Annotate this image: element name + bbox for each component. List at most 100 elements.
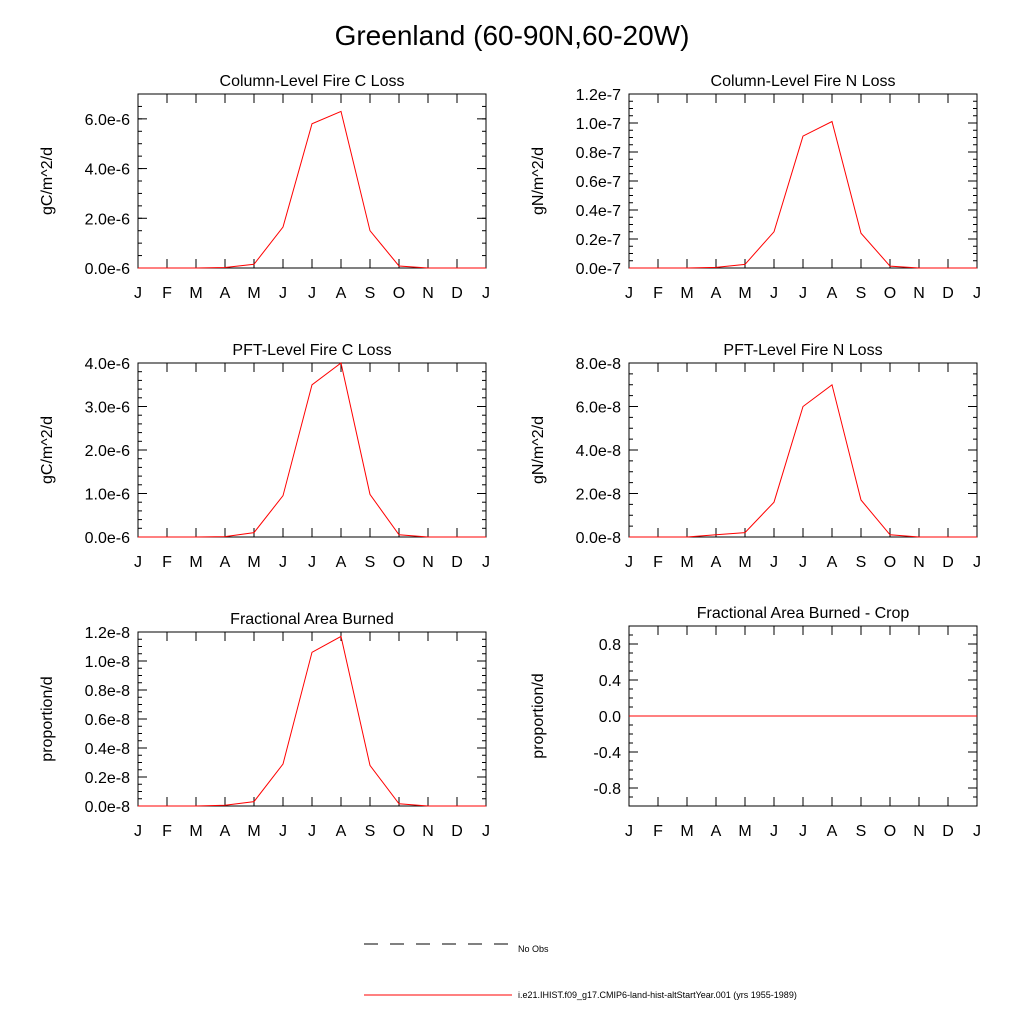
- x-tick-label: A: [220, 823, 231, 840]
- x-tick-label: A: [711, 285, 722, 302]
- x-tick-label: O: [393, 554, 405, 571]
- y-tick-label: 4.0e-8: [576, 443, 621, 460]
- y-axis-label: gN/m^2/d: [530, 147, 547, 215]
- figure-title: Greenland (60-90N,60-20W): [334, 20, 690, 51]
- x-tick-label: N: [422, 285, 434, 302]
- y-tick-label: 1.2e-7: [576, 87, 621, 104]
- x-tick-label: J: [973, 823, 981, 840]
- x-tick-label: M: [680, 823, 693, 840]
- plot-frame: [137, 631, 487, 807]
- y-tick-label: 1.0e-7: [576, 116, 621, 133]
- x-tick-label: J: [770, 285, 778, 302]
- x-tick-label: M: [189, 823, 202, 840]
- x-tick-label: N: [422, 554, 434, 571]
- x-tick-label: J: [770, 823, 778, 840]
- y-tick-label: 0.0e-6: [85, 530, 130, 547]
- y-axis-label: gC/m^2/d: [39, 416, 56, 484]
- x-tick-label: D: [942, 554, 954, 571]
- y-tick-label: 0.4: [599, 673, 621, 690]
- y-tick-label: 1.2e-8: [85, 625, 130, 642]
- x-tick-label: J: [279, 285, 287, 302]
- y-axis-label: gC/m^2/d: [39, 147, 56, 215]
- panel-title: PFT-Level Fire N Loss: [723, 342, 882, 359]
- x-tick-label: S: [856, 554, 867, 571]
- y-tick-label: 2.0e-6: [85, 443, 130, 460]
- y-axis-label: proportion/d: [530, 673, 547, 758]
- panel-title: Fractional Area Burned - Crop: [697, 605, 910, 622]
- x-tick-label: J: [973, 554, 981, 571]
- x-tick-label: J: [625, 823, 633, 840]
- x-tick-label: S: [365, 823, 376, 840]
- series-line: [138, 635, 486, 807]
- series-line: [138, 110, 486, 269]
- y-tick-label: 0.4e-8: [85, 741, 130, 758]
- y-tick-label: 8.0e-8: [576, 356, 621, 373]
- x-tick-label: J: [308, 285, 316, 302]
- x-tick-label: M: [680, 554, 693, 571]
- y-tick-label: 0.6e-8: [85, 712, 130, 729]
- x-tick-label: A: [827, 554, 838, 571]
- panel-title: Fractional Area Burned: [230, 611, 394, 628]
- x-tick-label: F: [653, 823, 663, 840]
- y-tick-label: 6.0e-8: [576, 400, 621, 417]
- y-tick-label: 0.4e-7: [576, 203, 621, 220]
- x-tick-label: S: [856, 285, 867, 302]
- plot-frame: [628, 93, 978, 269]
- x-tick-label: M: [738, 554, 751, 571]
- x-tick-label: D: [942, 285, 954, 302]
- series-line: [138, 362, 486, 538]
- x-tick-label: O: [884, 554, 896, 571]
- y-tick-label: 2.0e-8: [576, 487, 621, 504]
- y-tick-label: 6.0e-6: [85, 112, 130, 129]
- panel-title: PFT-Level Fire C Loss: [232, 342, 391, 359]
- series-line: [629, 383, 977, 538]
- chart-panel-2: Column-Level Fire N Loss gN/m^2/d 0.0e-7 0.…: [530, 73, 981, 302]
- y-tick-label: 0.8: [599, 637, 621, 654]
- x-tick-label: S: [856, 823, 867, 840]
- y-tick-label: -0.8: [593, 781, 621, 798]
- x-tick-label: O: [393, 823, 405, 840]
- y-tick-label: 0.0e-8: [576, 530, 621, 547]
- x-tick-label: J: [308, 823, 316, 840]
- x-tick-label: N: [913, 554, 925, 571]
- panel-title: Column-Level Fire N Loss: [711, 73, 896, 90]
- x-tick-label: S: [365, 285, 376, 302]
- x-tick-label: J: [799, 554, 807, 571]
- x-tick-label: F: [162, 823, 172, 840]
- series-line: [629, 120, 977, 269]
- x-tick-label: N: [913, 285, 925, 302]
- plot-frame: [628, 362, 978, 538]
- y-tick-label: 0.6e-7: [576, 174, 621, 191]
- x-tick-label: J: [770, 554, 778, 571]
- x-tick-label: J: [799, 823, 807, 840]
- x-tick-label: J: [134, 823, 142, 840]
- y-tick-label: 1.0e-8: [85, 654, 130, 671]
- y-tick-label: 0.2e-7: [576, 232, 621, 249]
- y-tick-label: 0.0e-6: [85, 261, 130, 278]
- x-tick-label: D: [451, 823, 463, 840]
- chart-panel-1: Column-Level Fire C Loss gC/m^2/d 0.0e-6 2.…: [39, 73, 490, 302]
- x-tick-label: F: [653, 285, 663, 302]
- x-tick-label: J: [625, 554, 633, 571]
- chart-panel-5: Fractional Area Burned proportion/d 0.0e-8…: [39, 611, 490, 840]
- panel-title: Column-Level Fire C Loss: [220, 73, 405, 90]
- x-tick-label: A: [711, 823, 722, 840]
- x-tick-label: J: [482, 823, 490, 840]
- x-tick-label: O: [884, 823, 896, 840]
- x-tick-label: D: [942, 823, 954, 840]
- x-tick-label: F: [162, 285, 172, 302]
- y-tick-label: 0.2e-8: [85, 770, 130, 787]
- y-tick-label: 2.0e-6: [85, 211, 130, 228]
- x-tick-label: A: [711, 554, 722, 571]
- x-tick-label: N: [422, 823, 434, 840]
- y-axis-label: proportion/d: [39, 676, 56, 761]
- plot-frame: [137, 362, 487, 538]
- x-tick-label: A: [336, 823, 347, 840]
- y-tick-label: 0.0e-7: [576, 261, 621, 278]
- x-tick-label: A: [220, 554, 231, 571]
- y-tick-label: 0.0: [599, 709, 621, 726]
- x-tick-label: J: [973, 285, 981, 302]
- x-tick-label: J: [308, 554, 316, 571]
- chart-panel-3: PFT-Level Fire C Loss gC/m^2/d 0.0e-6 1.0e-…: [39, 342, 490, 571]
